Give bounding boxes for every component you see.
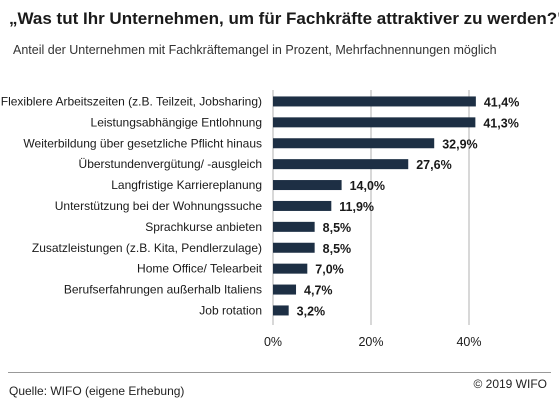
bar xyxy=(273,242,315,253)
data-label: 8,5% xyxy=(323,221,352,235)
bars-layer xyxy=(273,96,476,316)
bar xyxy=(273,138,435,149)
bar xyxy=(273,159,409,170)
category-label: Überstundenvergütung/ -ausgleich xyxy=(79,157,262,171)
data-label: 8,5% xyxy=(323,242,352,256)
category-label: Home Office/ Telearbeit xyxy=(137,262,263,276)
category-label: Flexiblere Arbeitszeiten (z.B. Teilzeit,… xyxy=(1,94,262,108)
chart-title: „Was tut Ihr Unternehmen, um für Fachkrä… xyxy=(9,9,559,28)
data-label: 32,9% xyxy=(442,137,477,151)
bar xyxy=(273,117,476,128)
data-label: 7,0% xyxy=(315,263,344,277)
x-tick-label: 40% xyxy=(456,335,481,349)
category-label: Zusatzleistungen (z.B. Kita, Pendlerzula… xyxy=(32,241,262,255)
bar xyxy=(273,305,289,316)
data-label: 27,6% xyxy=(416,158,451,172)
x-tick-label: 20% xyxy=(358,335,383,349)
ticks-layer: 0% 20% 40% xyxy=(264,335,482,349)
chart-subtitle: Anteil der Unternehmen mit Fachkräfteman… xyxy=(13,43,497,57)
bar xyxy=(273,180,342,191)
data-label: 3,2% xyxy=(297,304,326,318)
data-label: 41,3% xyxy=(483,116,518,130)
copyright-note: © 2019 WIFO xyxy=(473,377,547,391)
footer-divider xyxy=(8,372,551,373)
bar xyxy=(273,221,315,232)
data-label: 14,0% xyxy=(350,179,385,193)
x-tick-label: 0% xyxy=(264,335,282,349)
category-label: Berufserfahrungen außerhalb Italiens xyxy=(64,283,262,297)
category-label: Unterstützung bei der Wohnungssuche xyxy=(55,199,263,213)
category-label: Leistungsabhängige Entlohnung xyxy=(91,115,262,129)
bar xyxy=(273,284,297,295)
category-label: Langfristige Karriereplanung xyxy=(111,178,262,192)
category-label: Sprachkurse anbieten xyxy=(145,220,262,234)
data-label: 11,9% xyxy=(339,200,374,214)
data-label: 41,4% xyxy=(484,95,519,109)
category-label: Job rotation xyxy=(199,303,262,317)
bar xyxy=(273,200,332,211)
source-note: Quelle: WIFO (eigene Erhebung) xyxy=(9,384,185,398)
bar xyxy=(273,263,308,274)
category-label: Weiterbildung über gesetzliche Pflicht h… xyxy=(23,136,262,150)
bar xyxy=(273,96,476,107)
labels-layer: Flexiblere Arbeitszeiten (z.B. Teilzeit,… xyxy=(1,94,520,318)
data-label: 4,7% xyxy=(304,284,333,298)
